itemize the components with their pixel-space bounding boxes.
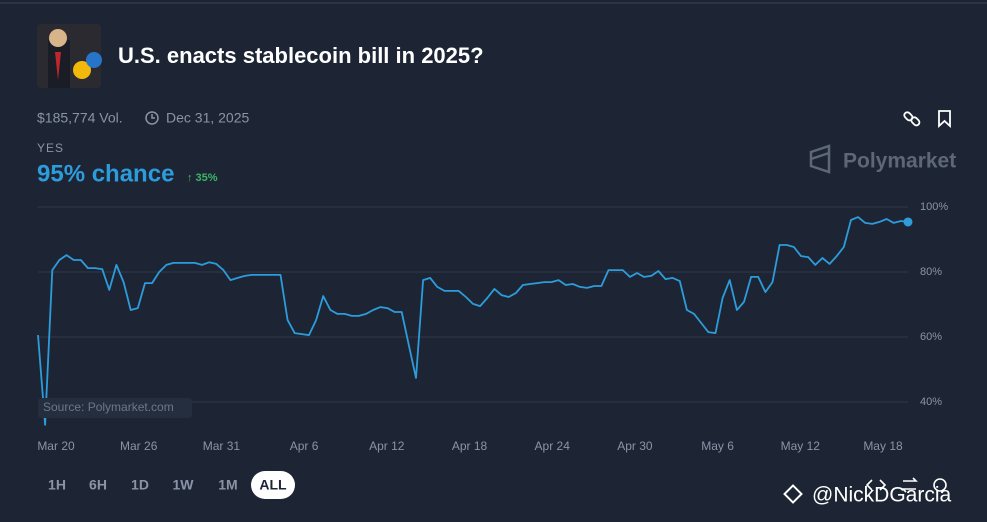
x-tick-label: Mar 31 [203, 439, 241, 453]
x-tick-label: Apr 18 [452, 439, 488, 453]
watermark-logo [783, 484, 803, 504]
brand-logo [809, 144, 831, 174]
bookmark-icon[interactable] [938, 110, 951, 129]
market-title: U.S. enacts stablecoin bill in 2025? [118, 43, 484, 68]
bottom-icons [865, 477, 947, 493]
chance: 95% chance [37, 160, 174, 187]
x-tick-label: May 12 [781, 439, 821, 453]
volume: $185,774 Vol. [37, 110, 123, 126]
watermark: @NickDGarcia [812, 484, 951, 507]
range-button[interactable]: 1W [173, 477, 195, 493]
range-button[interactable]: ALL [259, 477, 287, 493]
change: ↑ 35% [187, 172, 218, 184]
link-icon[interactable] [903, 111, 921, 127]
clock-hands [151, 114, 155, 119]
brand: Polymarket [843, 150, 956, 173]
x-tick-label: Mar 20 [37, 439, 75, 453]
x-tick-label: May 6 [701, 439, 734, 453]
range-button[interactable]: 1D [131, 477, 149, 493]
outcome: YES [37, 141, 64, 155]
market-icon [37, 24, 102, 88]
x-tick-label: Mar 26 [120, 439, 158, 453]
x-tick-label: May 18 [863, 439, 903, 453]
range-button[interactable]: 1H [48, 477, 66, 493]
range-pill [251, 471, 295, 499]
range-button[interactable]: 1M [218, 477, 237, 493]
x-tick-label: Apr 24 [535, 439, 571, 453]
x-tick-label: Apr 12 [369, 439, 405, 453]
x-tick-label: Apr 30 [617, 439, 653, 453]
last-point [903, 217, 913, 227]
range-button[interactable]: 6H [89, 477, 107, 493]
plot-area: 40% 60% 80% 100% Mar 20 Mar 26 Mar 31 Apr 6 Apr … [37, 201, 948, 453]
price-line [37, 216, 909, 426]
x-tick-label: Apr 6 [290, 439, 319, 453]
y-tick-label: 40% [920, 396, 942, 408]
end-date: Dec 31, 2025 [166, 110, 249, 126]
source: Source: Polymarket.com [43, 400, 174, 414]
y-tick-label: 100% [920, 201, 948, 213]
range-controls: 1H 6H 1D 1W 1M ALL [48, 471, 295, 499]
y-tick-label: 80% [920, 266, 942, 278]
clock-icon [145, 111, 159, 125]
y-tick-label: 60% [920, 331, 942, 343]
source-box [38, 398, 192, 418]
